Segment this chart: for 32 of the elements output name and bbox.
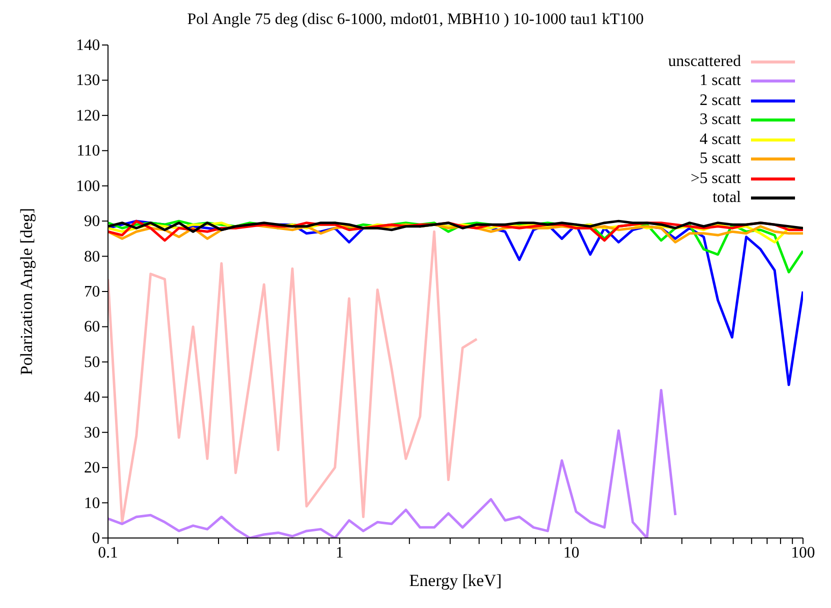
y-tick-label: 20 xyxy=(84,460,100,477)
y-tick-label: 80 xyxy=(84,248,100,266)
legend-label: 3 scatt xyxy=(700,111,741,130)
legend-label: 4 scatt xyxy=(700,130,741,149)
y-tick-label: 50 xyxy=(84,354,100,371)
legend-label: 5 scatt xyxy=(700,150,741,168)
y-tick-label: 40 xyxy=(84,389,100,406)
x-tick-label: 100 xyxy=(791,544,815,562)
line-series xyxy=(108,230,478,524)
y-axis-title: Polarization Angle [deg] xyxy=(17,208,36,376)
chart-title: Pol Angle 75 deg (disc 6-1000, mdot01, MBH10 ) 10-1000 tau1 kT100 xyxy=(186,10,645,30)
y-tick-label: 60 xyxy=(84,318,100,336)
legend-label: unscattered xyxy=(668,52,741,71)
legend-label: 1 scatt xyxy=(700,72,741,90)
y-tick-label: 90 xyxy=(84,213,100,230)
x-tick-label: 0.1 xyxy=(98,544,118,562)
y-tick-label: 100 xyxy=(76,178,100,195)
legend-label: 2 scatt xyxy=(700,92,741,110)
x-tick-label: 1 xyxy=(336,544,344,562)
y-tick-label: 30 xyxy=(84,424,100,442)
x-axis-title: Energy [keV] xyxy=(409,571,502,590)
y-tick-label: 10 xyxy=(84,494,100,512)
y-tick-label: 130 xyxy=(76,72,100,90)
y-tick-label: 140 xyxy=(76,37,100,54)
y-tick-label: 110 xyxy=(76,142,100,160)
legend-label: >5 scatt xyxy=(690,170,741,188)
legend-label: total xyxy=(712,189,741,208)
y-tick-label: 0 xyxy=(92,530,100,547)
x-tick-label: 10 xyxy=(563,544,580,562)
y-tick-label: 120 xyxy=(76,107,100,124)
y-tick-label: 70 xyxy=(84,284,100,300)
line-series xyxy=(108,388,677,538)
